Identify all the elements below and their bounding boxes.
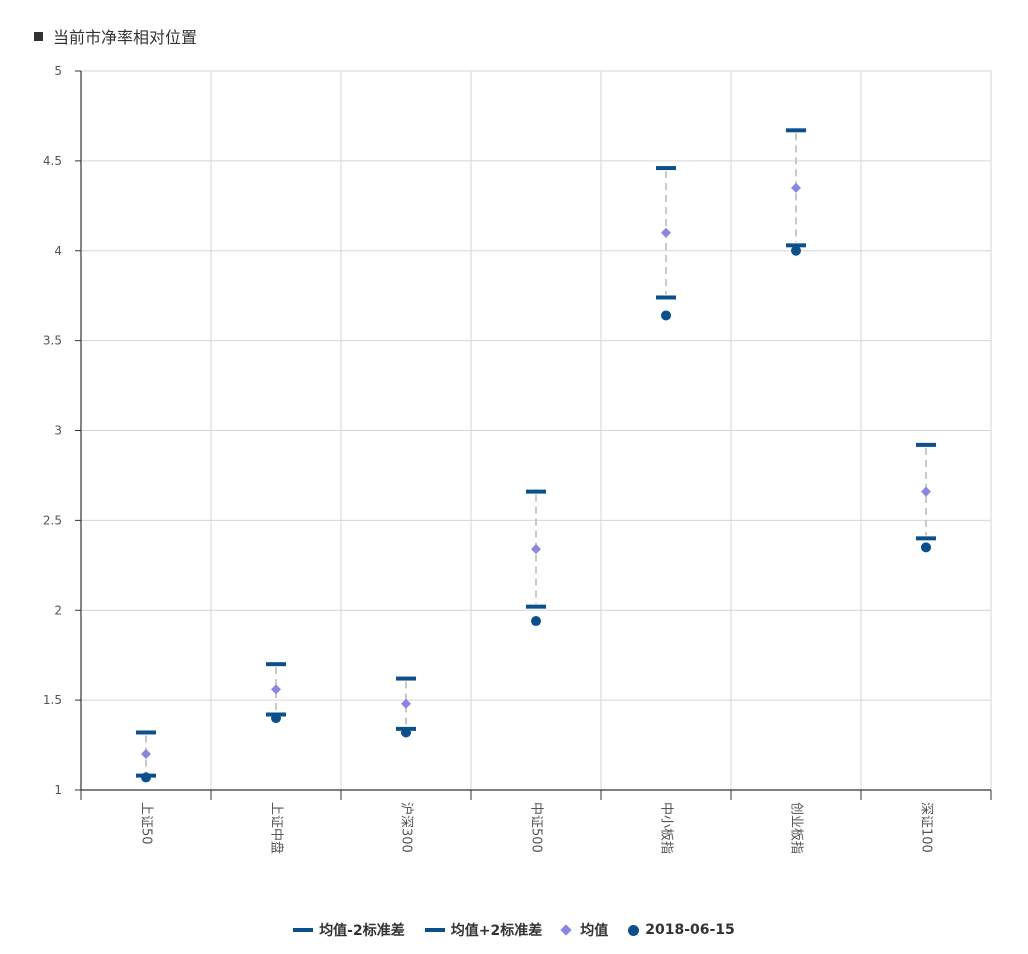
current-value-dot	[401, 727, 411, 738]
y-tick-label: 1	[54, 783, 62, 797]
legend-circle-icon	[628, 924, 640, 936]
upper-bound-bar	[136, 730, 156, 735]
current-value-dot	[271, 713, 281, 724]
legend-item-mean[interactable]: 均值	[560, 920, 609, 940]
y-tick-label: 3	[54, 424, 62, 438]
upper-bound-bar	[656, 166, 676, 171]
y-tick-label: 4	[54, 244, 62, 258]
chart-title-block: 当前市净率相对位置	[34, 24, 197, 48]
x-category-label: 中小板指	[659, 802, 674, 854]
legend-diamond-icon	[560, 924, 572, 936]
mean-diamond	[401, 698, 411, 709]
mean-diamond	[921, 486, 931, 497]
x-category-label: 上证中盘	[269, 802, 285, 854]
mean-diamond	[271, 684, 281, 695]
mean-diamond	[531, 544, 541, 555]
legend-label: 2018-06-15	[645, 922, 735, 938]
x-category-label: 中证500	[529, 802, 544, 853]
current-value-dot	[141, 772, 151, 783]
upper-bound-bar	[266, 662, 286, 667]
lower-bound-bar	[916, 536, 936, 541]
y-tick-label: 3.5	[43, 334, 62, 348]
x-category-label: 上证50	[139, 802, 154, 845]
legend[interactable]: 均值-2标准差 均值+2标准差 均值 2018-06-15	[0, 920, 1028, 940]
mean-diamond	[791, 182, 801, 193]
y-tick-label: 1.5	[43, 693, 62, 707]
upper-bound-bar	[396, 676, 416, 681]
current-value-dot	[661, 310, 671, 321]
lower-bound-bar	[656, 295, 676, 300]
legend-label: 均值+2标准差	[450, 923, 543, 939]
legend-bar-icon	[293, 928, 314, 932]
lower-bound-bar	[526, 604, 546, 609]
y-tick-label: 2.5	[43, 513, 62, 527]
current-value-dot	[531, 616, 541, 627]
current-value-dot	[921, 542, 931, 553]
x-category-label: 创业板指	[789, 802, 804, 854]
upper-bound-bar	[526, 489, 546, 494]
legend-label: 均值-2标准差	[319, 923, 405, 939]
current-value-dot	[791, 245, 801, 256]
legend-item-lower[interactable]: 均值-2标准差	[293, 920, 405, 940]
mean-diamond	[141, 749, 151, 760]
legend-item-upper[interactable]: 均值+2标准差	[424, 920, 543, 940]
legend-item-current[interactable]: 2018-06-15	[628, 922, 735, 938]
lower-bound-bar	[786, 243, 806, 248]
chart-title: 当前市净率相对位置	[53, 28, 198, 47]
y-tick-label: 4.5	[43, 154, 62, 168]
title-square-icon	[34, 31, 43, 41]
upper-bound-bar	[786, 128, 806, 133]
x-category-label: 沪深300	[399, 802, 415, 853]
legend-bar-icon	[424, 928, 445, 932]
mean-diamond	[661, 227, 671, 238]
y-tick-label: 2	[54, 603, 62, 617]
legend-label: 均值	[580, 923, 609, 939]
upper-bound-bar	[916, 442, 936, 447]
y-tick-label: 5	[54, 64, 62, 78]
x-category-label: 深证100	[919, 802, 934, 853]
